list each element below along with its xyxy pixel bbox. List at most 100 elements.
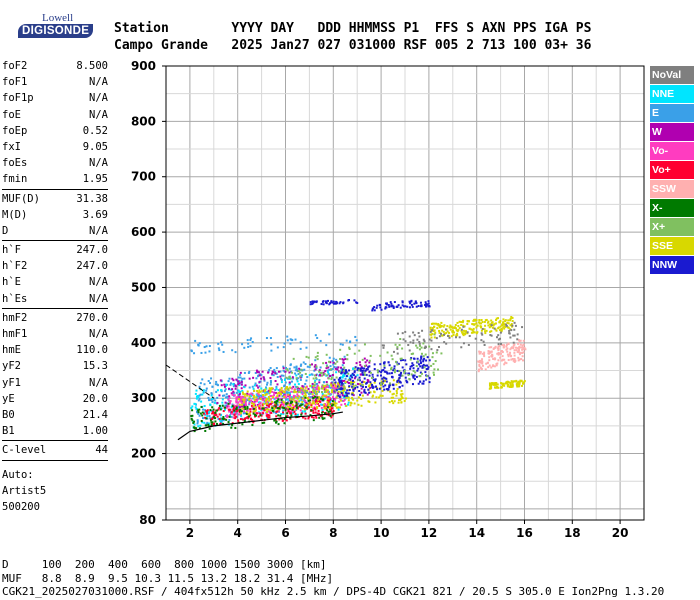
echo-point [318,397,321,400]
echo-point [259,412,262,415]
echo-point [239,408,242,411]
echo-point [257,404,260,407]
echo-point [316,358,319,361]
echo-point [296,386,299,389]
echo-point [340,372,343,375]
echo-point [390,305,393,308]
echo-point [410,373,413,376]
param-value: 8.500 [76,60,108,72]
echo-point [279,405,282,408]
echo-point [435,351,438,354]
echo-point [438,326,441,329]
echo-point [399,306,402,309]
echo-point [253,394,256,397]
echo-point [343,398,346,401]
echo-point [285,376,288,379]
legend-item-x-: X+ [650,218,694,236]
echo-point [223,394,226,397]
echo-point [323,391,326,394]
echo-point [268,397,271,400]
echo-point [211,416,214,419]
echo-point [515,384,518,387]
echo-point [312,377,315,380]
echo-point [254,413,257,416]
echo-point [226,395,229,398]
echo-point [260,395,263,398]
echo-point [472,319,475,322]
echo-point [456,321,459,324]
echo-point [304,394,307,397]
echo-point [292,357,295,360]
echo-point [342,374,345,377]
echo-point [419,362,422,365]
echo-point [404,330,407,333]
param-row: yF1 N/A [2,375,108,391]
echo-point [299,375,302,378]
echo-point [263,400,266,403]
echo-point [307,415,310,418]
echo-point [342,361,345,364]
echo-point [315,382,318,385]
param-row: foEs N/A [2,155,108,171]
echo-point [401,366,404,369]
echo-point [315,374,318,377]
echo-point [196,410,199,413]
echo-point [329,401,332,404]
echo-point [391,358,394,361]
echo-point [386,351,389,354]
echo-point [497,348,500,351]
echo-point [351,396,354,399]
echo-point [243,406,246,409]
echo-point [301,388,304,391]
echo-point [415,305,418,308]
echo-point [209,419,212,422]
echo-point [266,400,269,403]
echo-point [292,398,295,401]
echo-point [419,301,422,304]
echo-point [207,423,210,426]
echo-point [427,305,430,308]
legend-item-nne: NNE [650,85,694,103]
echo-point [411,374,414,377]
echo-point [307,388,310,391]
echo-point [296,388,299,391]
echo-point [480,318,483,321]
echo-point [495,386,498,389]
echo-point [196,420,199,423]
echo-point [335,371,338,374]
echo-point [287,388,290,391]
echo-point [282,346,285,349]
echo-point [282,374,285,377]
echo-point [306,391,309,394]
echo-point [314,356,317,359]
echo-point [226,383,229,386]
echo-point [191,405,194,408]
echo-point [249,408,252,411]
echo-point [262,394,265,397]
echo-point [508,332,511,335]
echo-point [222,350,225,353]
echo-point [247,417,250,420]
echo-point [477,370,480,373]
echo-point [260,387,263,390]
echo-point [379,354,382,357]
echo-point [456,334,459,337]
echo-point [413,357,416,360]
param-row: M(D) 3.69 [2,207,108,223]
echo-point [373,368,376,371]
echo-point [293,400,296,403]
echo-point [464,330,467,333]
echo-point [297,383,300,386]
echo-point [248,393,251,396]
echo-point [256,392,259,395]
echo-point [494,319,497,322]
echo-point [490,383,493,386]
echo-point [314,364,317,367]
echo-point [336,387,339,390]
echo-point [449,328,452,331]
echo-point [279,404,282,407]
echo-point [431,332,434,335]
echo-point [461,321,464,324]
echo-point [396,363,399,366]
echo-point [333,302,336,305]
